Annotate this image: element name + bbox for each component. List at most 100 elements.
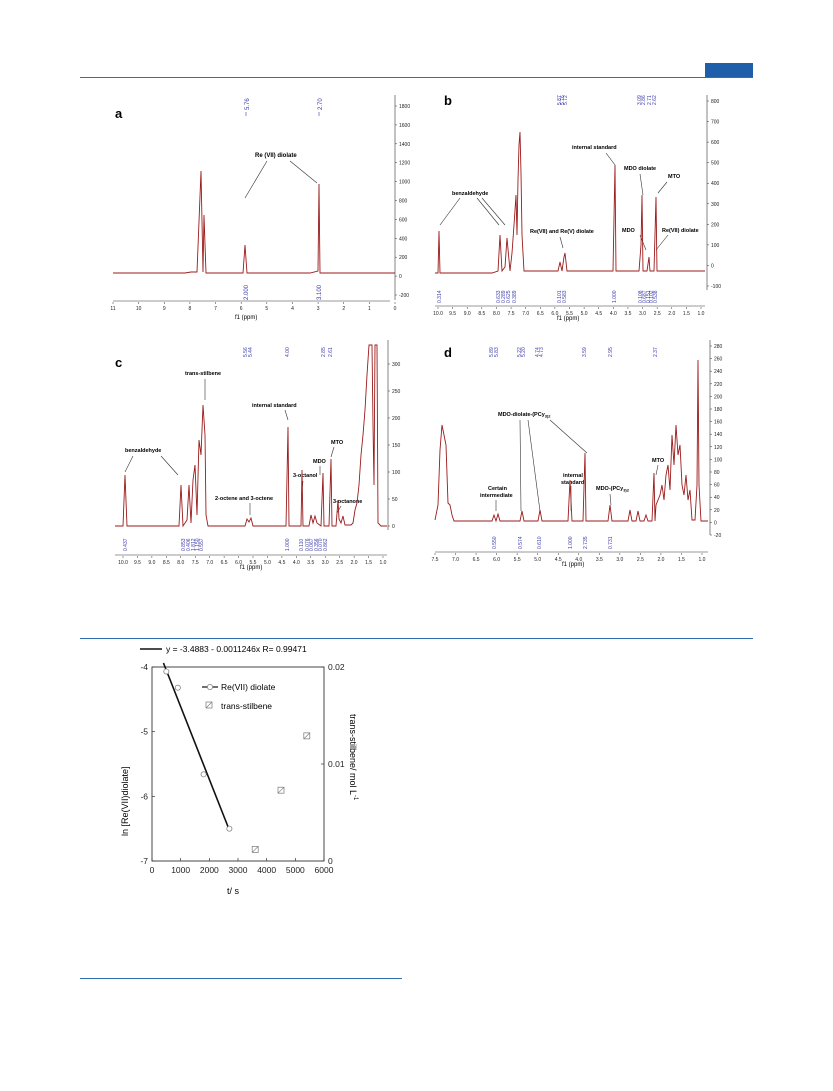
annotation-mto: MTO <box>331 440 344 446</box>
peak-label: 3.09 <box>637 95 643 105</box>
integral-label: 1.000 <box>612 290 618 303</box>
annotation-internal-standard: internal standard <box>252 403 297 409</box>
header-tab <box>705 63 753 77</box>
x-tick-label: 7.0 <box>522 311 529 317</box>
x-tick-label: 6.5 <box>473 557 480 563</box>
x-tick-label: 1 <box>368 306 371 312</box>
data-point-stilbene <box>251 846 259 853</box>
annotation-rediolate: Re(VII) and Re(V) diolate <box>530 229 594 235</box>
y-tick-label: 0 <box>399 274 402 280</box>
x-tick-label: 8.0 <box>177 560 184 566</box>
x-tick-label: 5.5 <box>514 557 521 563</box>
x-tick-label: 1.5 <box>683 311 690 317</box>
integral-label: 1.812 <box>191 538 197 551</box>
y-tick-label-right: 0 <box>328 856 333 866</box>
axis-title: f1 (ppm) <box>240 565 262 571</box>
peak-label: 5.22 <box>517 347 523 357</box>
peak-label: 2.95 <box>608 347 614 357</box>
integral-label: 0.583 <box>562 290 568 303</box>
y-tick-label: 1200 <box>399 161 410 167</box>
y-tick-label: -100 <box>711 284 721 290</box>
x-tick-label: 9.5 <box>134 560 141 566</box>
integral-label: 1.000 <box>285 538 291 551</box>
y-tick-label-left: -5 <box>140 727 148 737</box>
x-tick-label: 1.5 <box>365 560 372 566</box>
integral-label: 0.101 <box>557 290 563 303</box>
data-point-re7 <box>200 771 207 778</box>
annotation-internal-standard: internal standard <box>572 145 617 151</box>
integral-label: 0.633 <box>496 290 502 303</box>
x-tick-label: 1.0 <box>380 560 387 566</box>
y-tick-label: 80 <box>714 470 720 476</box>
integral-label: 2.735 <box>583 536 589 549</box>
panel-letter: c <box>115 355 122 370</box>
y-tick-label: 200 <box>392 416 401 422</box>
fit-legend: y = -3.4883 - 0.0011246x R= 0.99471 <box>166 644 307 654</box>
y-tick-label: 40 <box>714 495 720 501</box>
annotation-certain: Certain <box>488 486 508 492</box>
axis-title: f1 (ppm) <box>562 562 584 568</box>
y-tick-label: 300 <box>392 362 401 368</box>
annotation-benzaldehyde: benzaldehyde <box>125 448 161 454</box>
x-tick-label: 7 <box>214 306 217 312</box>
nmr-panel-c: c 5.56 5.44 4.00 2.85 2.61 trans-stilbene be… <box>115 340 401 571</box>
integral-label: 1.000 <box>568 536 574 549</box>
integral-label: 0.070 <box>318 538 324 551</box>
x-tick-label: 3.5 <box>596 557 603 563</box>
kinetics-chart: y = -3.4883 - 0.0011246x R= 0.99471 0 100… <box>120 644 358 896</box>
x-tick-label: 8.5 <box>163 560 170 566</box>
annotation-intermediate: intermediate <box>480 493 513 499</box>
x-tick-label: 8.5 <box>478 311 485 317</box>
x-tick-label: 9.5 <box>449 311 456 317</box>
integral-label: 0.406 <box>186 538 192 551</box>
x-tick-label: 9.0 <box>148 560 155 566</box>
spectrum-trace <box>434 359 708 523</box>
peak-label: 4.00 <box>285 347 291 357</box>
x-tick-label: 2.0 <box>351 560 358 566</box>
header-rule <box>80 77 753 78</box>
y-tick-label: 800 <box>711 99 720 105</box>
y-tick-label-left: -6 <box>140 791 148 801</box>
x-axis-label: t/ s <box>227 886 240 896</box>
annotation-mdo-pcy: MDO-(PCy3)2 <box>596 486 630 493</box>
data-point-stilbene <box>277 786 285 794</box>
integral-label: 2.000 <box>244 284 250 300</box>
x-tick-label: 8.0 <box>493 311 500 317</box>
x-tick-label: 2.5 <box>654 311 661 317</box>
peak-label: 5.20 <box>521 347 527 357</box>
y-tick-label: 50 <box>392 497 398 503</box>
peak-label: 5.76 <box>245 98 251 110</box>
y-tick-label: 1800 <box>399 104 410 110</box>
integral-label: 0.289 <box>501 290 507 303</box>
peak-label: 2.71 <box>647 95 653 105</box>
x-tick-label: 6.5 <box>537 311 544 317</box>
x-tick-label: 2.5 <box>637 557 644 563</box>
integral-label: 0.557 <box>199 538 205 551</box>
x-tick-label: 4.0 <box>293 560 300 566</box>
integral-label: 0.538 <box>653 290 659 303</box>
y-tick-label: 1400 <box>399 142 410 148</box>
nmr-panel-a: a 5.76 2.70 Re (VII) diolate 18001600140… <box>110 95 410 321</box>
peak-label: 2.85 <box>321 347 327 357</box>
x-tick-label: 8 <box>189 306 192 312</box>
y-tick-label: 100 <box>392 470 401 476</box>
x-tick-label: 0 <box>394 306 397 312</box>
legend-re7: Re(VII) diolate <box>221 682 276 692</box>
y-tick-label-left: -7 <box>140 856 148 866</box>
x-tick-label: 1.0 <box>699 557 706 563</box>
y-tick-label: 600 <box>399 217 408 223</box>
x-tick-label: 3.5 <box>307 560 314 566</box>
annotation-mdo: MDO <box>622 228 636 234</box>
x-tick-label: 2.0 <box>668 311 675 317</box>
x-tick-label: 6 <box>240 306 243 312</box>
x-tick-label: 7.0 <box>452 557 459 563</box>
integral-label: 0.862 <box>323 538 329 551</box>
peak-label: 5.89 <box>489 347 495 357</box>
y-tick-label: 300 <box>711 202 720 208</box>
panel-letter: a <box>115 106 123 121</box>
x-tick-label: 1.5 <box>678 557 685 563</box>
section-rule <box>80 638 753 639</box>
integral-label: 0.389 <box>512 290 518 303</box>
x-tick-label: 3.0 <box>322 560 329 566</box>
y-tick-label: 150 <box>392 443 401 449</box>
